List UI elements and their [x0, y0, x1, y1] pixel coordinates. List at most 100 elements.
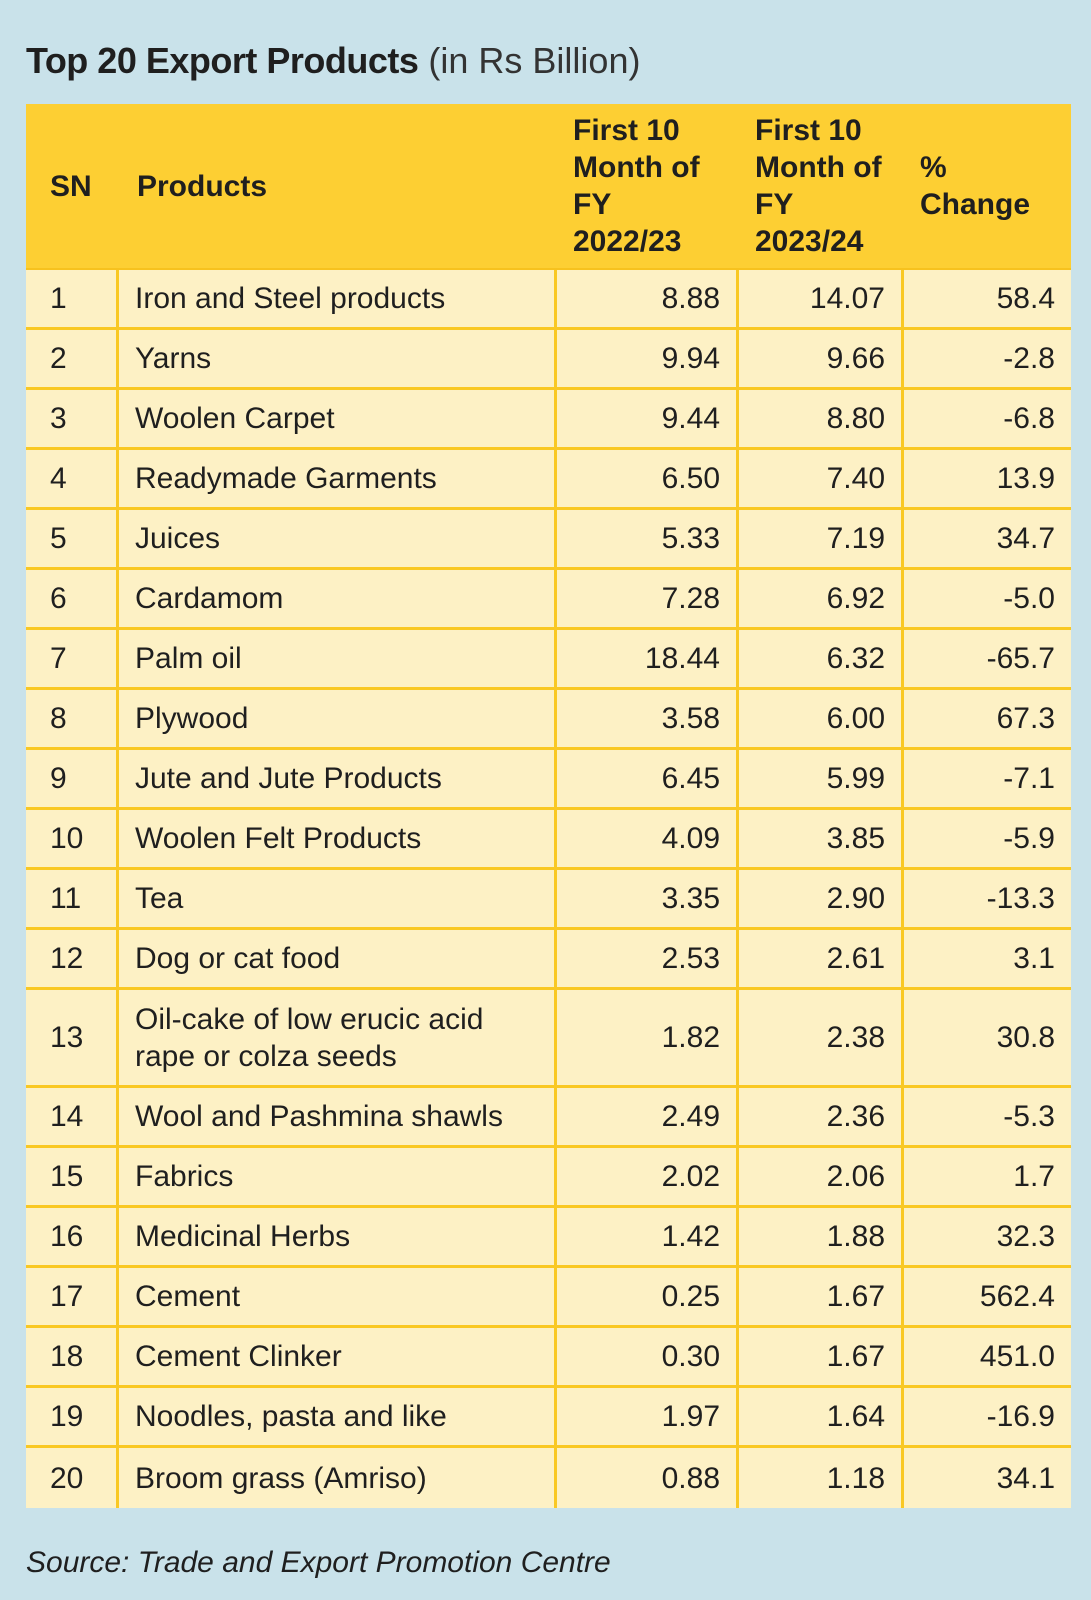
- cell-product: Palm oil: [119, 630, 557, 690]
- cell-fy2022-23: 0.88: [557, 1448, 739, 1508]
- cell-fy2022-23: 18.44: [557, 630, 739, 690]
- cell-product: Cement Clinker: [119, 1328, 557, 1388]
- chart-title: Top 20 Export Products (in Rs Billion): [26, 38, 640, 84]
- cell-sn: 15: [26, 1148, 119, 1208]
- cell-fy2023-24: 1.18: [739, 1448, 904, 1508]
- cell-sn: 12: [26, 930, 119, 990]
- cell-product: Yarns: [119, 330, 557, 390]
- cell-percent-change: -2.8: [904, 330, 1071, 390]
- cell-fy2022-23: 7.28: [557, 570, 739, 630]
- cell-fy2023-24: 9.66: [739, 330, 904, 390]
- cell-fy2023-24: 8.80: [739, 390, 904, 450]
- cell-sn: 8: [26, 690, 119, 750]
- cell-fy2023-24: 2.38: [739, 990, 904, 1088]
- table-row: 7 Palm oil 18.44 6.32 -65.7: [26, 630, 1071, 690]
- cell-sn: 3: [26, 390, 119, 450]
- cell-product: Iron and Steel products: [119, 270, 557, 330]
- cell-product: Fabrics: [119, 1148, 557, 1208]
- table-row: 4 Readymade Garments 6.50 7.40 13.9: [26, 450, 1071, 510]
- cell-fy2022-23: 1.82: [557, 990, 739, 1088]
- table-row: 15 Fabrics 2.02 2.06 1.7: [26, 1148, 1071, 1208]
- cell-percent-change: 1.7: [904, 1148, 1071, 1208]
- cell-sn: 5: [26, 510, 119, 570]
- cell-sn: 10: [26, 810, 119, 870]
- cell-fy2022-23: 6.50: [557, 450, 739, 510]
- header-percent-change-text: % Change: [920, 151, 1031, 221]
- cell-product: Noodles, pasta and like: [119, 1388, 557, 1448]
- table-row: 5 Juices 5.33 7.19 34.7: [26, 510, 1071, 570]
- cell-fy2022-23: 3.58: [557, 690, 739, 750]
- cell-percent-change: 451.0: [904, 1328, 1071, 1388]
- cell-fy2023-24: 2.36: [739, 1088, 904, 1148]
- cell-percent-change: -5.3: [904, 1088, 1071, 1148]
- cell-fy2023-24: 7.40: [739, 450, 904, 510]
- cell-percent-change: 67.3: [904, 690, 1071, 750]
- cell-product: Jute and Jute Products: [119, 750, 557, 810]
- table-row: 10 Woolen Felt Products 4.09 3.85 -5.9: [26, 810, 1071, 870]
- header-percent-change: % Change: [904, 104, 1071, 270]
- header-fy2022-23-text: First 10 Month of FY 2022/23: [573, 114, 700, 258]
- table-row: 1 Iron and Steel products 8.88 14.07 58.4: [26, 270, 1071, 330]
- cell-product: Cardamom: [119, 570, 557, 630]
- cell-percent-change: 13.9: [904, 450, 1071, 510]
- cell-sn: 17: [26, 1268, 119, 1328]
- cell-fy2023-24: 2.06: [739, 1148, 904, 1208]
- table-row: 8 Plywood 3.58 6.00 67.3: [26, 690, 1071, 750]
- header-row: SN Products First 10 Month of FY 2022/23…: [26, 104, 1071, 270]
- cell-sn: 20: [26, 1448, 119, 1508]
- cell-sn: 14: [26, 1088, 119, 1148]
- cell-fy2023-24: 5.99: [739, 750, 904, 810]
- cell-sn: 19: [26, 1388, 119, 1448]
- table-body: 1 Iron and Steel products 8.88 14.07 58.4 2 Ya…: [26, 270, 1071, 1508]
- table-row: 3 Woolen Carpet 9.44 8.80 -6.8: [26, 390, 1071, 450]
- cell-product: Cement: [119, 1268, 557, 1328]
- cell-percent-change: 58.4: [904, 270, 1071, 330]
- cell-product: Readymade Garments: [119, 450, 557, 510]
- cell-percent-change: -7.1: [904, 750, 1071, 810]
- table-row: 19 Noodles, pasta and like 1.97 1.64 -16.9: [26, 1388, 1071, 1448]
- cell-product: Dog or cat food: [119, 930, 557, 990]
- cell-sn: 6: [26, 570, 119, 630]
- cell-percent-change: 30.8: [904, 990, 1071, 1088]
- source-note: Source: Trade and Export Promotion Centr…: [26, 1546, 611, 1579]
- table-row: 2 Yarns 9.94 9.66 -2.8: [26, 330, 1071, 390]
- cell-percent-change: -65.7: [904, 630, 1071, 690]
- cell-product: Tea: [119, 870, 557, 930]
- table-row: 14 Wool and Pashmina shawls 2.49 2.36 -5.3: [26, 1088, 1071, 1148]
- cell-sn: 1: [26, 270, 119, 330]
- cell-percent-change: 3.1: [904, 930, 1071, 990]
- title-unit: (in Rs Billion): [428, 40, 641, 81]
- table-row: 9 Jute and Jute Products 6.45 5.99 -7.1: [26, 750, 1071, 810]
- cell-fy2022-23: 2.53: [557, 930, 739, 990]
- cell-percent-change: -6.8: [904, 390, 1071, 450]
- cell-fy2022-23: 8.88: [557, 270, 739, 330]
- table-row: 13 Oil-cake of low erucic acid rape or co…: [26, 990, 1071, 1088]
- cell-fy2022-23: 2.02: [557, 1148, 739, 1208]
- cell-fy2022-23: 0.30: [557, 1328, 739, 1388]
- table-row: 12 Dog or cat food 2.53 2.61 3.1: [26, 930, 1071, 990]
- cell-fy2023-24: 6.92: [739, 570, 904, 630]
- cell-fy2023-24: 1.64: [739, 1388, 904, 1448]
- cell-product: Juices: [119, 510, 557, 570]
- cell-fy2022-23: 6.45: [557, 750, 739, 810]
- cell-fy2022-23: 3.35: [557, 870, 739, 930]
- cell-product: Wool and Pashmina shawls: [119, 1088, 557, 1148]
- cell-fy2023-24: 6.32: [739, 630, 904, 690]
- cell-fy2023-24: 1.67: [739, 1328, 904, 1388]
- cell-fy2022-23: 9.94: [557, 330, 739, 390]
- cell-sn: 2: [26, 330, 119, 390]
- cell-fy2023-24: 1.67: [739, 1268, 904, 1328]
- cell-sn: 9: [26, 750, 119, 810]
- cell-fy2022-23: 5.33: [557, 510, 739, 570]
- header-fy2023-24-text: First 10 Month of FY 2023/24: [755, 114, 882, 258]
- header-fy2023-24: First 10 Month of FY 2023/24: [739, 104, 904, 270]
- cell-fy2022-23: 4.09: [557, 810, 739, 870]
- cell-percent-change: -13.3: [904, 870, 1071, 930]
- table-row: 16 Medicinal Herbs 1.42 1.88 32.3: [26, 1208, 1071, 1268]
- cell-fy2023-24: 6.00: [739, 690, 904, 750]
- table-row: 11 Tea 3.35 2.90 -13.3: [26, 870, 1071, 930]
- title-main: Top 20 Export Products: [26, 40, 419, 81]
- header-sn: SN: [26, 104, 119, 270]
- header-fy2022-23: First 10 Month of FY 2022/23: [557, 104, 739, 270]
- cell-product: Woolen Felt Products: [119, 810, 557, 870]
